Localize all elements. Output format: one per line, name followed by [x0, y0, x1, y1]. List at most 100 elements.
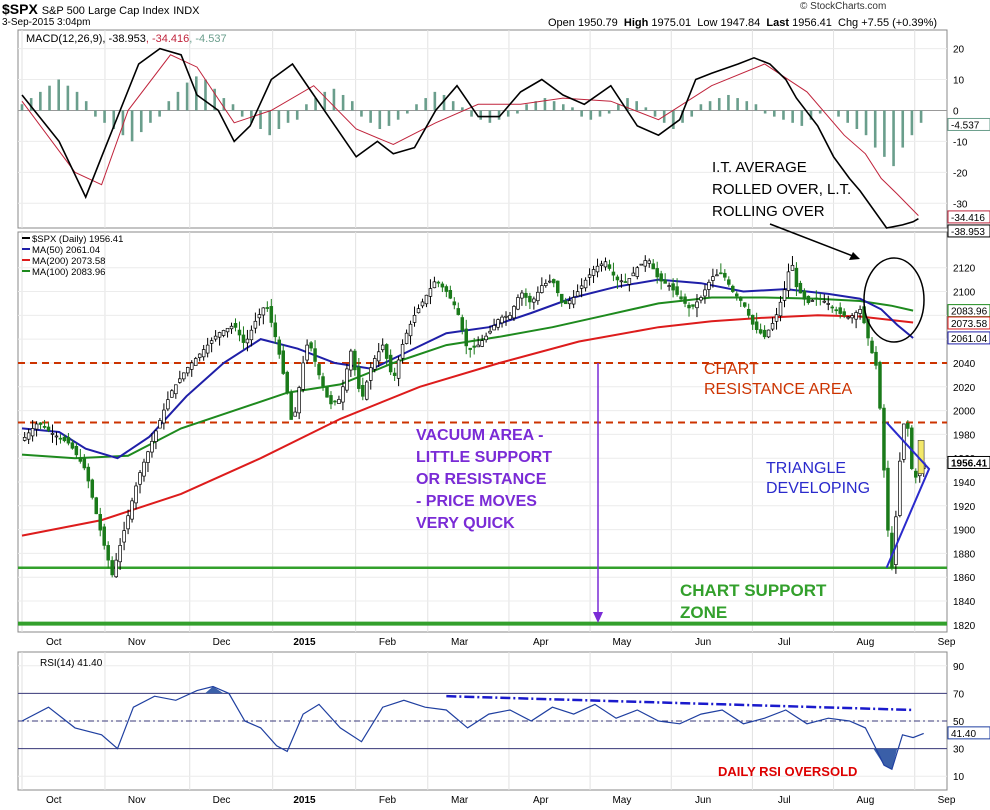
macd-histogram-bar — [589, 110, 593, 120]
price-x-tick-label: Mar — [451, 637, 469, 648]
price-candle-body — [528, 295, 532, 303]
price-candle-body — [770, 323, 775, 330]
price-candle-body — [452, 301, 457, 306]
macd-histogram-bar — [635, 101, 638, 111]
chart-date: 3-Sep-2015 3:04pm — [2, 17, 91, 28]
price-candle-body — [579, 285, 584, 289]
price-candle-body — [611, 271, 616, 276]
price-candle-body — [114, 559, 118, 578]
rsi-x-tick-label: Aug — [856, 795, 874, 806]
price-candle-body — [380, 344, 385, 351]
price-candle-body — [818, 298, 823, 300]
macd-histogram-bar — [461, 107, 464, 111]
macd-histogram-bar — [837, 110, 840, 117]
price-candle-body — [782, 289, 787, 301]
resistance-annotation: CHART — [704, 361, 759, 378]
macd-last-label-box — [947, 210, 990, 224]
price-y-tick-label: 2100 — [953, 288, 976, 299]
price-candle-body — [703, 289, 707, 297]
rsi-x-tick-label: 2015 — [293, 795, 316, 806]
price-candle-body — [536, 291, 540, 302]
price-candle-body — [293, 411, 297, 417]
macd-legend-item: , -38.953 — [102, 33, 145, 45]
price-y-tick-label: 1920 — [953, 502, 976, 513]
rsi-x-tick-label: Oct — [46, 795, 62, 806]
macd-histogram-bar — [864, 110, 868, 136]
macd-histogram-bar — [29, 98, 33, 111]
price-candle-body — [166, 399, 170, 410]
macd-histogram-bar — [176, 91, 180, 111]
price-candle-body — [655, 268, 659, 278]
price-x-tick-label: 2015 — [293, 637, 316, 648]
price-candle-body — [217, 332, 222, 338]
annotation-arrow-line — [769, 223, 859, 259]
price-candle-body — [376, 351, 381, 362]
macd-histogram-bar — [231, 104, 235, 111]
price-candle-body — [432, 281, 437, 289]
macd-histogram-bar — [94, 110, 97, 117]
vacuum-annotation: OR RESISTANCE — [416, 471, 547, 488]
price-candle-body — [372, 358, 377, 370]
price-candle-body — [388, 354, 393, 373]
vacuum-annotation: VACUUM AREA - — [416, 427, 543, 444]
price-candle-body — [321, 376, 325, 387]
macd-histogram-bar — [222, 98, 226, 111]
price-candle-body — [798, 282, 803, 294]
price-y-tick-label: 1980 — [953, 430, 976, 441]
price-y-tick-label: 2120 — [953, 264, 976, 275]
price-candle-body — [221, 330, 226, 336]
macd-histogram-bar — [268, 110, 272, 136]
macd-y-tick-label: -10 — [953, 137, 968, 148]
annotation-arrow-head — [849, 252, 860, 260]
rsi-overbought-fill — [205, 686, 224, 694]
price-candle-body — [233, 322, 238, 328]
price-x-tick-label: Sep — [938, 637, 956, 648]
price-candle-body — [460, 317, 465, 331]
price-candle-body — [317, 364, 321, 376]
macd-histogram-bar — [396, 110, 400, 120]
price-candle-body — [78, 457, 83, 462]
macd-histogram-bar — [607, 110, 611, 114]
price-candle-body — [619, 280, 624, 283]
macd-histogram-bar — [305, 104, 308, 111]
price-candle-body — [213, 335, 218, 340]
price-candle-body — [914, 470, 918, 478]
macd-histogram-bar — [855, 110, 859, 129]
macd-last-label: -4.537 — [951, 120, 980, 131]
price-candle-body — [436, 281, 441, 284]
macd-histogram-bar — [204, 79, 207, 111]
price-candle-body — [504, 315, 508, 318]
price-candle-body — [555, 280, 560, 294]
macd-histogram-bar — [158, 110, 161, 117]
macd-histogram-bar — [259, 110, 262, 129]
price-candle-body — [444, 286, 449, 292]
rsi-x-tick-label: Mar — [451, 795, 469, 806]
price-candle-body — [591, 269, 596, 276]
price-candle-body — [54, 435, 59, 438]
price-candle-body — [496, 319, 500, 328]
chart-ticker: $SPX S&P 500 Large Cap Index INDX — [2, 1, 200, 17]
macd-histogram-bar — [240, 110, 244, 117]
price-candle-body — [98, 514, 102, 531]
price-candle-body — [420, 301, 425, 307]
price-candle-body — [735, 293, 739, 297]
price-candle-body — [870, 340, 874, 354]
macd-histogram-bar — [286, 110, 290, 123]
price-candle-body — [412, 314, 417, 323]
price-legend-swatch — [22, 259, 30, 261]
price-candle-body — [90, 479, 95, 498]
rsi-line — [21, 685, 924, 771]
price-candle-body — [508, 314, 512, 320]
rsi-x-tick-label: Jul — [778, 795, 791, 806]
macd-histogram-bar — [818, 110, 822, 114]
macd-histogram-bar — [699, 104, 703, 111]
price-legend-item: MA(200) 2073.58 — [32, 256, 105, 267]
macd-histogram-bar — [846, 110, 849, 123]
price-candle-body — [731, 285, 735, 292]
macd-histogram-bar — [552, 101, 556, 111]
price-last-label: 2083.96 — [951, 307, 988, 318]
rsi-y-tick-label: 10 — [953, 772, 965, 783]
price-candle-body — [205, 344, 210, 354]
price-candle-body — [50, 433, 55, 435]
price-y-tick-label: 1820 — [953, 621, 976, 632]
